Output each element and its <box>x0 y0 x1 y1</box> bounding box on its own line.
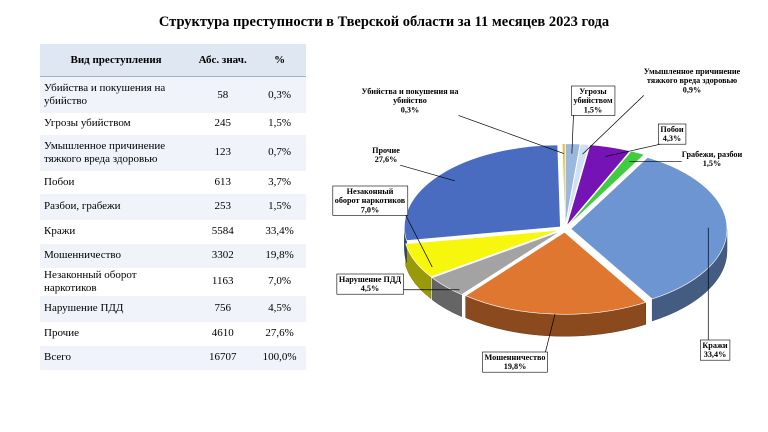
pie-slice <box>570 157 728 300</box>
row-name: Кражи <box>40 219 193 244</box>
pie-leader-line <box>405 215 433 268</box>
pie-slice <box>404 144 561 241</box>
table-row: Незаконный оборот наркотиков 1163 7,0% <box>40 267 306 296</box>
row-name: Незаконный оборот наркотиков <box>40 267 193 296</box>
row-name: Всего <box>40 345 193 370</box>
pie-leader-line <box>582 95 645 155</box>
row-pct: 1,5% <box>253 193 306 220</box>
pie-label: Незаконный оборот наркотиков 7,0% <box>332 185 409 216</box>
row-abs: 58 <box>192 76 254 113</box>
row-abs: 3302 <box>192 243 254 268</box>
col-header-abs: Абс. знач. <box>192 44 254 77</box>
page-title: Структура преступности в Тверской област… <box>158 14 610 30</box>
table-row: Убийства и покушения на убийство 58 0,3% <box>40 76 306 113</box>
row-abs: 253 <box>192 193 254 220</box>
pie-slice <box>561 143 566 226</box>
row-pct: 3,7% <box>253 170 306 194</box>
row-name: Нарушение ПДД <box>40 295 193 322</box>
row-pct: 4,5% <box>253 295 306 322</box>
row-pct: 19,8% <box>253 243 306 268</box>
pie-label: Кражи 33,4% <box>700 339 731 361</box>
row-abs: 613 <box>192 170 254 194</box>
pie-label-text: Незаконный оборот наркотиков 7,0% <box>335 187 406 214</box>
pie-label-text: Грабежи, разбои 1,5% <box>682 150 743 168</box>
table-row: Мошенничество 3302 19,8% <box>40 243 306 268</box>
row-abs: 1163 <box>192 267 254 296</box>
pie-label-box <box>336 273 404 295</box>
row-pct: 0,3% <box>253 76 306 113</box>
table-row: Побои 613 3,7% <box>40 170 306 194</box>
row-pct: 1,5% <box>253 112 306 135</box>
pie-label-text: Угрозы убийством 1,5% <box>573 87 612 114</box>
table-row: Кражи 5584 33,4% <box>40 219 306 244</box>
pie-leader-line <box>458 115 564 154</box>
pie-chart: Убийства и покушения на убийство 0,3% Угроз… <box>332 67 743 373</box>
row-name: Побои <box>40 170 193 194</box>
row-name: Умышленное причинение тяжкого вреда здор… <box>40 134 193 171</box>
pie-label-text: Убийства и покушения на убийство 0,3% <box>362 87 459 114</box>
table-row-total: Всего 16707 100,0% <box>40 345 306 370</box>
row-pct: 27,6% <box>253 321 306 346</box>
row-abs: 756 <box>192 295 254 322</box>
row-pct: 33,4% <box>253 219 306 244</box>
pie-label-box <box>482 351 548 373</box>
pie-label: Нарушение ПДД 4,5% <box>336 273 404 295</box>
pie-slice <box>564 143 581 226</box>
row-pct: 7,0% <box>253 267 306 296</box>
row-name: Убийства и покушения на убийство <box>40 76 193 113</box>
pie-slice <box>405 229 560 278</box>
row-pct: 100,0% <box>253 345 306 370</box>
pie-slice <box>431 230 561 295</box>
table-row: Угрозы убийством 245 1,5% <box>40 112 306 135</box>
pie-label-box <box>700 339 731 361</box>
pie-label: Грабежи, разбои 1,5% <box>682 150 743 168</box>
row-name: Прочие <box>40 321 193 346</box>
pie-leader-lines <box>400 95 709 353</box>
pie-label: Прочие 27,6% <box>372 146 400 164</box>
pie-label-text: Нарушение ПДД 4,5% <box>339 275 402 293</box>
row-abs: 4610 <box>192 321 254 346</box>
pie-label-text: Кражи 33,4% <box>702 341 728 359</box>
pie-labels: Убийства и покушения на убийство 0,3% Угроз… <box>332 67 743 373</box>
pie-label-text: Побои 4,3% <box>660 125 684 143</box>
pie-label: Угрозы убийством 1,5% <box>571 85 616 116</box>
table-row: Нарушение ПДД 756 4,5% <box>40 295 306 322</box>
row-abs: 123 <box>192 134 254 171</box>
pie-label: Умышленное причинение тяжкого вреда здоро… <box>644 67 741 94</box>
pie-label: Побои 4,3% <box>658 123 687 145</box>
pie-label-text: Прочие 27,6% <box>372 146 400 164</box>
pie-label-box <box>332 185 409 216</box>
table-row: Прочие 4610 27,6% <box>40 321 306 346</box>
table-row: Умышленное причинение тяжкого вреда здор… <box>40 134 306 171</box>
pie-label: Убийства и покушения на убийство 0,3% <box>362 87 459 114</box>
pie-label-text: Умышленное причинение тяжкого вреда здоро… <box>644 67 741 94</box>
pie-label-box <box>571 85 616 116</box>
pie-leader-line <box>571 115 574 154</box>
pie-slice <box>567 150 645 227</box>
pie-label-text: Мошенничество 19,8% <box>485 353 546 371</box>
col-header-type: Вид преступления <box>40 44 193 77</box>
pie-slice <box>465 231 647 315</box>
row-abs: 245 <box>192 112 254 135</box>
pie-leader-line <box>545 313 556 353</box>
pie-tops <box>404 143 728 315</box>
row-name: Угрозы убийством <box>40 112 193 135</box>
row-pct: 0,7% <box>253 134 306 171</box>
pie-sides <box>404 226 728 337</box>
row-name: Мошенничество <box>40 243 193 268</box>
row-abs: 16707 <box>192 345 254 370</box>
pie-leader-line <box>605 143 661 157</box>
pie-leader-line <box>400 164 455 182</box>
row-name: Разбои, грабежи <box>40 193 193 220</box>
pie-slice <box>565 143 590 226</box>
pie-label-box <box>658 123 687 145</box>
row-abs: 5584 <box>192 219 254 244</box>
table-row: Разбои, грабежи 253 1,5% <box>40 193 306 220</box>
table-header-row: Вид преступления Абс. знач. % <box>40 44 306 77</box>
col-header-pct: % <box>253 44 306 77</box>
pie-label: Мошенничество 19,8% <box>482 351 548 373</box>
crime-table: Вид преступления Абс. знач. % Убийства и… <box>40 44 306 370</box>
